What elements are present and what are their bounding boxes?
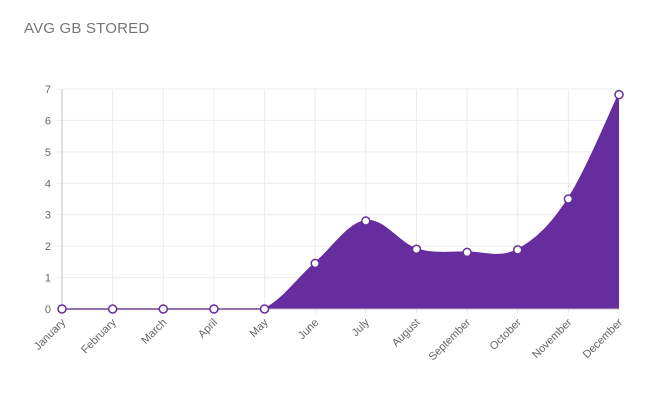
y-tick-label: 6 xyxy=(45,115,51,127)
x-tick-labels: January February March April May June July Augu… xyxy=(32,316,625,363)
data-point-january xyxy=(57,304,67,314)
x-tick-label: October xyxy=(488,316,524,352)
y-tick-label: 7 xyxy=(45,84,51,96)
data-point-december xyxy=(614,89,624,100)
data-point-november xyxy=(563,194,574,204)
x-tick-label: May xyxy=(247,316,271,340)
data-point-september xyxy=(462,247,472,258)
y-tick-label: 2 xyxy=(45,241,51,253)
data-point-february xyxy=(107,304,118,314)
axes xyxy=(61,89,619,310)
x-tick-label: December xyxy=(581,316,626,361)
data-point-may xyxy=(259,304,270,314)
y-tick-labels: 0 1 2 3 4 5 6 7 xyxy=(45,84,51,316)
data-point-june xyxy=(310,258,320,269)
chart-title: AVG GB STORED xyxy=(24,20,150,37)
area-fill xyxy=(62,94,619,310)
x-tick-label: July xyxy=(350,316,373,339)
y-tick-label: 5 xyxy=(45,147,51,159)
x-tick-label: September xyxy=(427,316,474,363)
y-tick-label: 0 xyxy=(45,304,51,316)
y-tick-label: 1 xyxy=(45,273,51,285)
x-tick-label: January xyxy=(32,316,69,353)
x-tick-label: March xyxy=(139,317,169,347)
x-tick-label: February xyxy=(79,316,119,356)
data-points xyxy=(57,89,624,314)
data-point-july xyxy=(361,216,371,226)
y-tick-label: 4 xyxy=(45,178,51,190)
y-tick-label: 3 xyxy=(45,210,51,222)
x-tick-label: April xyxy=(196,317,220,341)
data-point-april xyxy=(209,304,219,314)
area-series xyxy=(62,94,620,310)
data-point-october xyxy=(512,245,523,255)
data-point-august xyxy=(411,244,422,255)
x-tick-label: November xyxy=(530,316,575,361)
data-point-march xyxy=(158,304,169,314)
x-tick-label: June xyxy=(296,317,321,342)
x-tick-label: August xyxy=(390,317,423,350)
